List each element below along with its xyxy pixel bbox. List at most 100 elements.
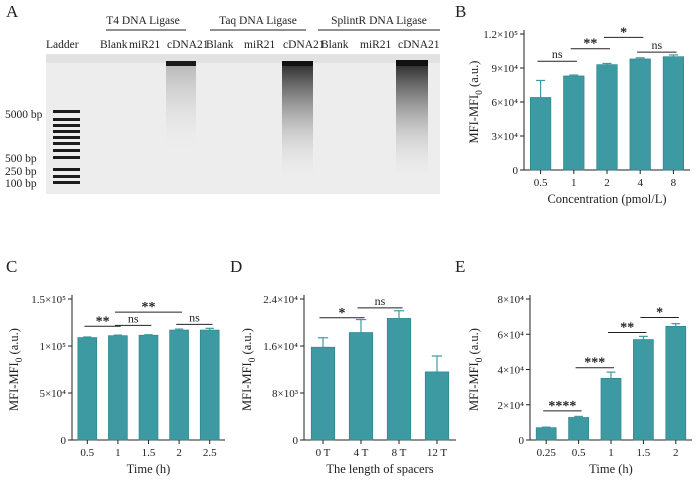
y-axis-title-subscript: 0 (248, 357, 258, 362)
bar-0.5 (568, 417, 589, 441)
enzyme-label-splintr: SplintR DNA Ligase (331, 15, 427, 27)
lane-label: Blank (100, 39, 128, 51)
significance-label: *** (584, 356, 605, 371)
significance-label: ns (552, 47, 563, 61)
bar-0.5 (77, 337, 98, 441)
significance-label: * (620, 25, 627, 40)
x-axis-title: Concentration (pmol/L) (547, 192, 666, 206)
y-axis-title-main: MFI-MFI (7, 362, 21, 411)
lane-label: cDNA21 (167, 39, 209, 51)
gel-well-strip (46, 54, 440, 63)
y-tick-label: 1.6×10⁴ (263, 341, 298, 353)
panel-letter: C (6, 257, 17, 276)
x-axis-title: Time (h) (127, 462, 171, 476)
bar-4 (629, 58, 651, 171)
x-tick-label: 8 T (392, 447, 407, 459)
enzyme-label-t4: T4 DNA Ligase (106, 15, 179, 27)
y-axis-title-subscript: 0 (475, 90, 485, 95)
chart-panel-d: D 0 8×10³ 1.6×10⁴ 2.4×10⁴ 0 T 4 T 8 T 12 T * ns The… (230, 257, 456, 476)
significance-label: ** (583, 37, 597, 52)
bar-1 (600, 378, 622, 441)
enzyme-label-taq: Taq DNA Ligase (219, 15, 297, 27)
y-axis-title: MFI-MFI0 (a.u.) (467, 61, 485, 144)
panel-letter: E (455, 257, 465, 276)
x-tick-label: 2 (604, 177, 610, 189)
bar-1.5 (633, 339, 654, 441)
ladder-bands (53, 110, 80, 184)
x-tick-label: 2 (176, 447, 182, 459)
y-tick-label: 1.5×10⁵ (31, 294, 66, 306)
x-tick-label: 2 (673, 447, 679, 459)
y-tick-label: 0 (513, 165, 519, 177)
y-axis-title: MFI-MFI0 (a.u.) (7, 328, 25, 411)
x-axis-title: The length of spacers (326, 462, 433, 476)
x-tick-label: 4 (637, 177, 643, 189)
bar-4T (348, 332, 374, 441)
marker-label-5000: 5000 bp (5, 109, 43, 121)
lane-label: Blank (321, 39, 349, 51)
panel-letter: D (230, 257, 242, 276)
y-axis-title-unit: (a.u.) (7, 328, 21, 358)
y-tick-label: 8×10⁴ (497, 294, 524, 306)
y-axis-title-main: MFI-MFI (240, 362, 254, 411)
x-tick-label: 0.25 (537, 447, 557, 459)
y-axis-title-subscript: 0 (15, 357, 25, 362)
x-tick-label: 4 T (354, 447, 369, 459)
y-tick-label: 0 (293, 435, 299, 447)
bar-0T (310, 346, 336, 441)
significance-label: ** (96, 314, 110, 329)
marker-label-100: 100 bp (5, 178, 37, 190)
ladder-label: Ladder (46, 39, 79, 51)
y-tick-label: 1×10⁵ (39, 341, 66, 353)
x-axis-title: Time (h) (589, 462, 633, 476)
x-tick-label: 2.5 (203, 447, 217, 459)
x-tick-label: 12 T (427, 447, 448, 459)
y-axis-title-unit: (a.u.) (467, 61, 481, 91)
bar-8T (386, 318, 412, 441)
product-lane-splintr (396, 60, 428, 181)
y-axis-title-unit: (a.u.) (240, 328, 254, 358)
significance-label: * (339, 306, 346, 321)
bar-0.5 (530, 97, 552, 171)
gel-background (46, 54, 440, 194)
y-tick-label: 1.2×10⁵ (483, 29, 518, 41)
significance-label: ns (128, 311, 139, 325)
significance-label: ns (651, 38, 662, 52)
lane-label: cDNA21 (398, 39, 440, 51)
bar-1.5 (138, 334, 159, 441)
lane-label: cDNA21 (283, 39, 325, 51)
panel-letter-a: A (6, 2, 19, 21)
x-tick-label: 1.5 (637, 447, 651, 459)
y-tick-label: 0 (61, 435, 67, 447)
y-tick-label: 6×10⁴ (491, 97, 518, 109)
y-tick-label: 9×10⁴ (491, 63, 518, 75)
y-tick-label: 3×10⁴ (491, 131, 518, 143)
x-tick-label: 0.5 (534, 177, 548, 189)
y-axis-title: MFI-MFI0 (a.u.) (467, 328, 485, 411)
significance-label: ns (189, 310, 200, 324)
x-tick-label: 1 (571, 177, 577, 189)
bar-1 (108, 335, 128, 441)
significance-label: ** (620, 320, 634, 335)
bar-2 (596, 64, 618, 171)
x-tick-label: 1.5 (142, 447, 156, 459)
x-tick-label: 0.5 (80, 447, 94, 459)
y-axis-title-subscript: 0 (475, 357, 485, 362)
significance-label: ns (375, 294, 386, 308)
y-tick-label: 2.4×10⁴ (263, 294, 298, 306)
y-axis-title-main: MFI-MFI (467, 95, 481, 144)
x-tick-label: 0 T (316, 447, 331, 459)
y-tick-label: 4×10⁴ (497, 365, 524, 377)
product-lane-t4 (166, 61, 196, 156)
significance-label: * (656, 306, 663, 321)
x-tick-label: 8 (671, 177, 677, 189)
bar-0.25 (535, 427, 557, 441)
lane-label: miR21 (244, 39, 276, 51)
bar-1 (563, 75, 585, 171)
